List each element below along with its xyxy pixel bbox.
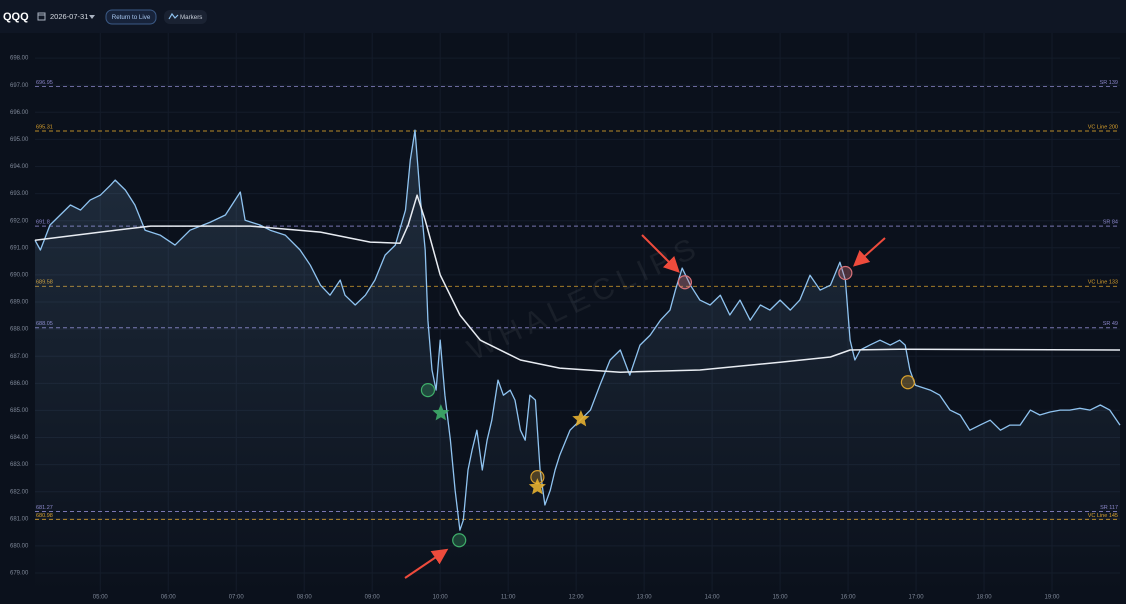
marker-circle [900,375,915,390]
x-tick-label: 17:00 [909,595,925,601]
y-tick-label: 695.00 [10,137,29,143]
markers-icon[interactable] [168,12,179,20]
marker-star [432,404,450,421]
y-tick-label: 697.00 [10,83,29,89]
x-tick-label: 16:00 [841,595,857,601]
price-area [35,130,1120,592]
vwap-line [34,194,1121,373]
y-tick-label: 690.00 [10,272,29,278]
x-tick-label: 06:00 [161,595,177,601]
y-tick-label: 687.00 [10,354,29,360]
marker-circle [677,275,693,290]
x-tick-label: 18:00 [977,595,993,601]
level-price-label: 696.95 [36,80,53,86]
ticker: QQQ [3,11,29,23]
x-tick-label: 07:00 [229,595,245,601]
marker-star [572,410,590,427]
y-tick-label: 681.00 [10,516,29,522]
y-tick-label: 689.00 [10,300,29,306]
annotation-arrow [641,234,680,273]
y-tick-label: 680.00 [10,544,29,550]
x-tick-label: 05:00 [93,595,109,601]
y-tick-label: 692.00 [10,218,29,224]
x-tick-label: 12:00 [569,595,585,601]
return-live-button[interactable] [105,9,157,25]
y-tick-label: 698.00 [10,56,29,62]
calendar-icon[interactable] [37,12,46,21]
x-tick-label: 11:00 [501,595,516,601]
x-tick-label: 10:00 [433,595,449,601]
y-tick-label: 688.00 [10,327,29,333]
price-line [34,129,1121,531]
level-name-label: VC Line 133 [1088,280,1118,286]
level-name-label: SR 84 [1103,220,1118,226]
markers-button[interactable] [164,10,207,24]
y-tick-label: 696.00 [10,110,29,116]
y-tick-label: 683.00 [10,462,29,468]
annotation-arrow [404,548,449,579]
y-tick-label: 685.00 [10,408,29,414]
y-tick-label: 694.00 [10,164,29,170]
marker-circle [452,533,467,548]
level-name-label: VC Line 200 [1088,124,1118,130]
marker-circle [838,265,853,281]
return-live-label[interactable]: Return to Live [112,14,151,21]
date[interactable]: 2026-07-31 [50,12,88,21]
y-tick-label: 682.00 [10,489,29,495]
x-tick-label: 08:00 [297,595,313,601]
markers-label[interactable]: Markers [180,14,202,21]
marker-star [528,478,546,495]
y-tick-label: 684.00 [10,435,29,441]
y-tick-label: 686.00 [10,381,29,387]
annotation-arrow [853,237,886,267]
x-tick-label: 15:00 [773,595,789,601]
y-tick-label: 679.00 [10,571,29,577]
level-name-label: SR 139 [1100,80,1118,86]
level-name-label: SR 49 [1103,321,1118,327]
x-tick-label: 19:00 [1045,595,1061,601]
marker-circle [420,382,436,398]
level-price-label: 695.31 [36,124,53,130]
x-tick-label: 13:00 [637,595,653,601]
level-price-label: 691.8 [36,220,50,226]
y-tick-label: 691.00 [10,245,29,251]
dropdown-caret[interactable] [89,15,95,19]
x-tick-label: 09:00 [365,595,381,601]
x-tick-label: 14:00 [705,595,721,601]
y-tick-label: 693.00 [10,191,29,197]
